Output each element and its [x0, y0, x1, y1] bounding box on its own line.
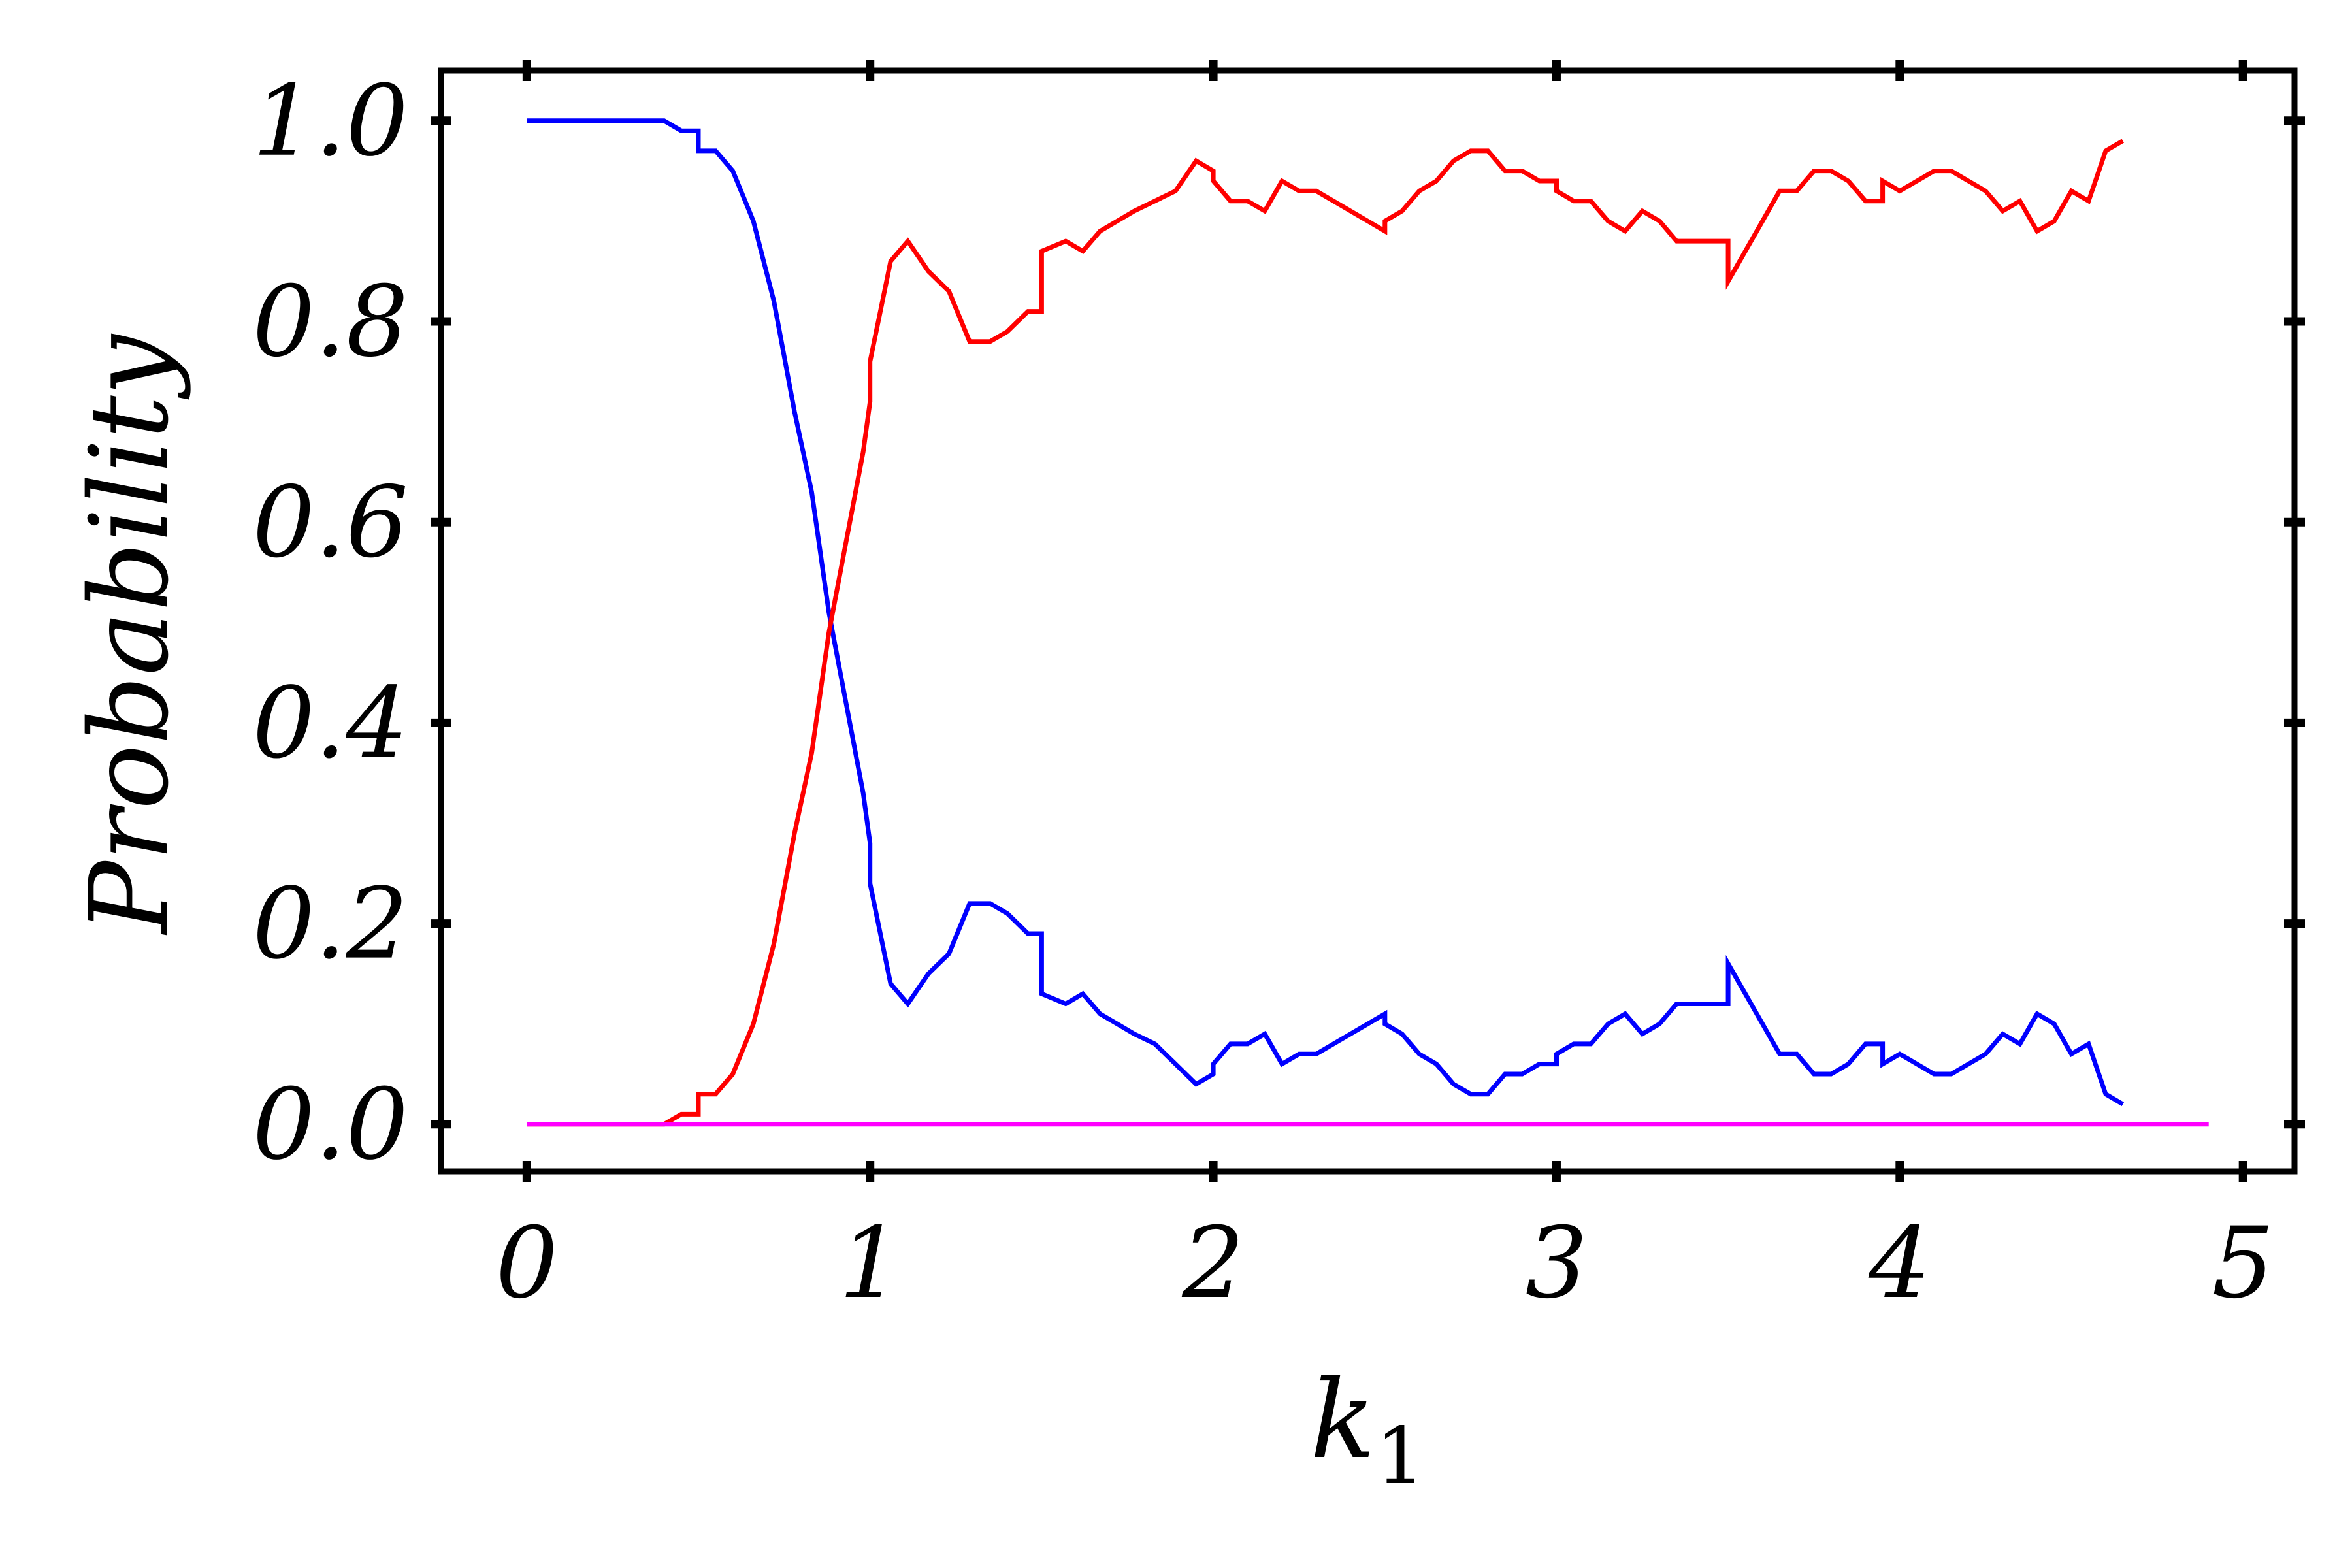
series-line-1	[527, 118, 2125, 1107]
y-tick-labels: 0.0 0.2 0.4 0.6 0.8 1.0	[252, 65, 408, 1182]
y-tick-label: 0.0	[252, 1068, 408, 1182]
x-tick-label: 2	[1181, 1207, 1244, 1320]
series-line-2	[527, 139, 2125, 1127]
x-tick-label: 0	[496, 1207, 558, 1320]
series-layer	[527, 118, 2209, 1127]
x-axis-label-subscript: 1	[1375, 1411, 1425, 1502]
y-axis-label: Probability	[67, 333, 192, 935]
y-tick-label: 1.0	[252, 65, 408, 178]
x-tick-label: 5	[2212, 1207, 2274, 1320]
y-tick-label: 0.4	[252, 666, 408, 780]
y-tick-label: 0.8	[252, 265, 408, 379]
x-axis-label-main: k	[1310, 1357, 1375, 1482]
x-tick-labels: 0 1 2 3 4 5	[496, 1207, 2274, 1320]
y-tick-label: 0.2	[252, 868, 408, 981]
x-tick-label: 3	[1526, 1207, 1588, 1320]
plot-frame	[438, 67, 2298, 1175]
ticks-layer	[431, 60, 2305, 1182]
x-axis-label: k1	[1310, 1357, 1425, 1502]
y-tick-label: 0.6	[252, 466, 408, 580]
x-tick-label: 1	[839, 1207, 901, 1320]
x-tick-label: 4	[1868, 1207, 1931, 1320]
